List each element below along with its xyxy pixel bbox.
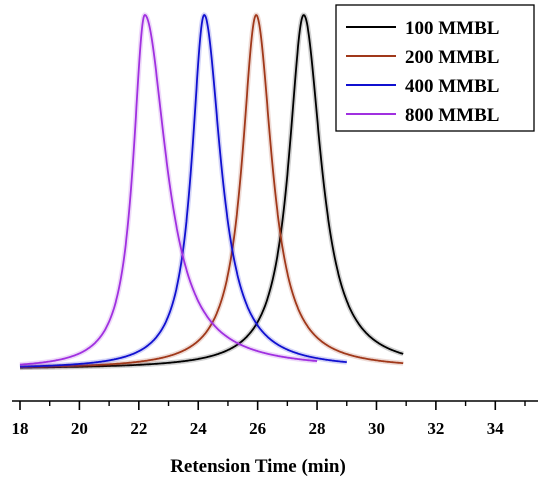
legend-items: 100 MMBL 200 MMBL 400 MMBL 800 MMBL xyxy=(346,18,499,126)
legend-label: 800 MMBL xyxy=(405,105,499,126)
x-tick-label: 20 xyxy=(71,419,88,438)
x-tick-label: 18 xyxy=(12,419,29,438)
series-line-800-mmbl xyxy=(19,13,318,366)
x-tick-label: 26 xyxy=(249,419,266,438)
x-tick-label: 32 xyxy=(427,419,444,438)
x-tick-label: 34 xyxy=(487,419,505,438)
plot-curves xyxy=(19,11,404,371)
series-line-100-mmbl xyxy=(20,14,404,369)
legend-label: 100 MMBL xyxy=(405,18,499,39)
legend: 100 MMBL 200 MMBL 400 MMBL 800 MMBL xyxy=(335,4,535,132)
x-tick-label: 24 xyxy=(190,419,208,438)
x-tick-label: 28 xyxy=(309,419,326,438)
x-axis-ticks: 18 20 22 24 26 28 30 32 34 xyxy=(12,401,526,438)
series-line-400-mmbl xyxy=(19,13,347,368)
x-axis-title: Retension Time (min) xyxy=(170,456,346,477)
x-tick-label: 30 xyxy=(368,419,385,438)
x-tick-label: 22 xyxy=(130,419,147,438)
legend-label: 400 MMBL xyxy=(405,76,499,97)
legend-label: 200 MMBL xyxy=(405,47,499,68)
series-line-200-mmbl xyxy=(20,14,404,369)
